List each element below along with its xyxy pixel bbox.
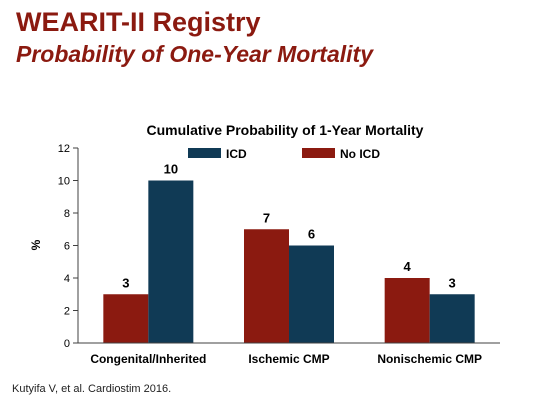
legend-swatch	[302, 148, 335, 158]
y-tick-label: 0	[64, 338, 70, 350]
bar	[429, 294, 475, 343]
bar	[384, 278, 430, 343]
bars: 3 10 7 6 4 3	[103, 162, 475, 343]
bar	[244, 229, 289, 343]
bar-value-label: 3	[449, 275, 456, 290]
bar-value-label: 4	[404, 259, 412, 274]
y-tick-label: 12	[58, 143, 70, 155]
bar	[148, 180, 194, 343]
chart-legend: ICD No ICD	[188, 147, 380, 161]
bar-value-label: 3	[122, 275, 129, 290]
y-tick-label: 2	[64, 306, 70, 318]
x-axis: Congenital/Inherited Ischemic CMP Nonische…	[78, 342, 500, 366]
x-tick-label: Ischemic CMP	[248, 352, 329, 366]
citation: Kutyifa V, et al. Cardiostim 2016.	[12, 383, 172, 395]
legend-label: ICD	[226, 147, 247, 161]
legend-label: No ICD	[340, 147, 380, 161]
y-axis-label: %	[29, 239, 43, 250]
y-tick-label: 8	[64, 208, 70, 220]
bar-value-label: 7	[263, 210, 270, 225]
legend-swatch	[188, 148, 221, 158]
bar	[103, 294, 149, 343]
x-tick-label: Congenital/Inherited	[90, 352, 206, 366]
bar-value-label: 10	[164, 162, 178, 177]
slide-subtitle: Probability of One-Year Mortality	[16, 41, 373, 67]
y-axis: 0 2 4 6 8 10 12	[58, 143, 79, 350]
x-tick-label: Nonischemic CMP	[377, 352, 482, 366]
y-tick-label: 4	[64, 273, 70, 285]
chart-title: Cumulative Probability of 1-Year Mortali…	[147, 122, 424, 138]
slide-title: WEARIT-II Registry	[16, 7, 261, 37]
y-tick-label: 10	[58, 176, 70, 188]
bar-value-label: 6	[308, 227, 315, 242]
bar	[289, 245, 334, 343]
y-tick-label: 6	[64, 241, 70, 253]
